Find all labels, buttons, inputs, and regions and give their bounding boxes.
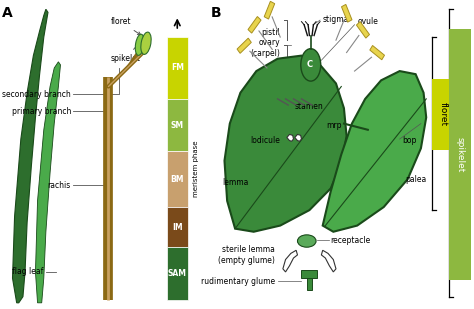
Polygon shape bbox=[356, 22, 370, 38]
Text: A: A bbox=[2, 6, 13, 20]
Text: meristem phase: meristem phase bbox=[193, 140, 199, 197]
Polygon shape bbox=[264, 1, 275, 19]
Text: stamen: stamen bbox=[295, 102, 324, 111]
Text: palea: palea bbox=[405, 175, 426, 184]
Polygon shape bbox=[283, 250, 298, 272]
Text: floret: floret bbox=[438, 102, 447, 126]
Bar bbox=[167, 37, 188, 99]
Ellipse shape bbox=[135, 34, 144, 55]
Text: floret: floret bbox=[111, 17, 141, 35]
Text: ovary
(carpel): ovary (carpel) bbox=[250, 38, 280, 57]
Bar bbox=[167, 247, 188, 300]
Text: lodicule: lodicule bbox=[250, 136, 280, 145]
Polygon shape bbox=[341, 4, 352, 22]
Text: secondary branch: secondary branch bbox=[2, 90, 71, 99]
Text: flag leaf: flag leaf bbox=[12, 267, 44, 277]
Text: bop: bop bbox=[402, 136, 417, 145]
Text: mrp: mrp bbox=[326, 121, 341, 130]
Text: spikelet: spikelet bbox=[110, 43, 140, 63]
Text: lemma: lemma bbox=[222, 178, 248, 187]
Text: receptacle: receptacle bbox=[331, 236, 371, 245]
Polygon shape bbox=[287, 134, 293, 141]
Text: BM: BM bbox=[171, 175, 184, 184]
Text: SAM: SAM bbox=[168, 269, 187, 278]
Text: sterile lemma
(empty glume): sterile lemma (empty glume) bbox=[218, 245, 275, 265]
Text: primary branch: primary branch bbox=[11, 107, 71, 116]
Text: B: B bbox=[211, 6, 222, 20]
Text: C: C bbox=[306, 60, 312, 70]
Ellipse shape bbox=[301, 49, 321, 81]
Bar bbox=[167, 207, 188, 247]
Polygon shape bbox=[225, 56, 346, 232]
Polygon shape bbox=[295, 134, 301, 141]
Text: SM: SM bbox=[171, 121, 184, 130]
Polygon shape bbox=[370, 45, 384, 60]
Polygon shape bbox=[12, 9, 48, 303]
Polygon shape bbox=[321, 250, 336, 272]
Bar bbox=[307, 275, 312, 290]
Text: rudimentary glume: rudimentary glume bbox=[201, 277, 275, 286]
Text: spikelet: spikelet bbox=[456, 137, 465, 172]
Ellipse shape bbox=[298, 235, 316, 247]
Text: stigma: stigma bbox=[323, 15, 349, 24]
Polygon shape bbox=[323, 71, 426, 232]
Polygon shape bbox=[36, 62, 61, 303]
Text: pistil: pistil bbox=[262, 28, 280, 37]
Text: IM: IM bbox=[172, 222, 182, 232]
Text: rachis: rachis bbox=[48, 181, 71, 190]
Bar bbox=[301, 270, 318, 278]
Polygon shape bbox=[248, 16, 261, 33]
Bar bbox=[167, 99, 188, 151]
Bar bbox=[167, 151, 188, 207]
Text: ovule: ovule bbox=[357, 17, 378, 26]
Polygon shape bbox=[237, 38, 251, 53]
Text: FM: FM bbox=[171, 63, 184, 73]
Ellipse shape bbox=[141, 32, 151, 54]
FancyBboxPatch shape bbox=[431, 79, 454, 150]
FancyBboxPatch shape bbox=[449, 29, 471, 280]
